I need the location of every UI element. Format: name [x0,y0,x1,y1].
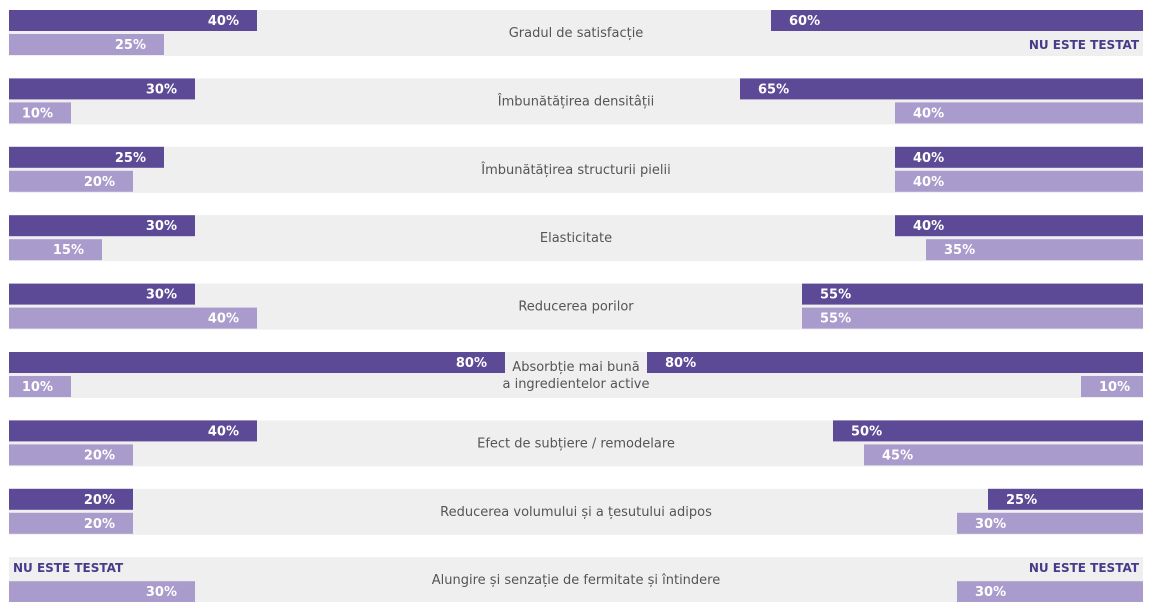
category-line: Îmbunătățirea structurii pielii [480,161,670,177]
value-label: 15% [53,243,84,258]
value-label: 10% [1099,380,1130,395]
value-label: 50% [851,424,882,439]
category-label: Elasticitate [540,231,612,246]
category-label: Îmbunătățirea densitâții [497,93,654,109]
value-label: 25% [115,151,146,166]
value-label: 40% [913,175,944,190]
bar [9,215,195,237]
category-label: Absorbție mai bună a ingredientelor activ… [502,360,649,392]
value-label: 65% [758,82,789,97]
value-label: 20% [84,517,115,532]
category-label: Alungire și senzație de fermitate și înt… [432,573,720,588]
category-line: a ingredientelor active [502,377,649,392]
bar [9,376,71,397]
category-label: Îmbunătățirea structurii pielii [480,161,670,177]
value-label: 40% [913,151,944,166]
value-label: 20% [84,493,115,508]
value-label: 30% [975,585,1006,600]
bar [9,146,164,168]
bar [740,78,1143,100]
bar [864,444,1143,466]
value-label: 55% [820,288,851,303]
value-label: 20% [84,448,115,463]
value-label: 30% [146,82,177,97]
value-label: 30% [146,288,177,303]
value-label: 20% [84,175,115,190]
value-label: 10% [22,106,53,121]
category-line: Elasticitate [540,231,612,246]
bar [9,420,257,442]
value-label: 30% [146,585,177,600]
value-label: 35% [944,243,975,258]
bar [9,34,164,55]
bar [9,283,195,305]
not-tested-label: NU ESTE TESTAT [13,561,124,575]
bar [957,581,1143,602]
row-background [9,557,1143,602]
bar [895,215,1143,237]
bar [9,78,195,100]
value-label: 40% [913,106,944,121]
value-label: 80% [456,356,487,371]
category-line: Alungire și senzație de fermitate și înt… [432,573,720,588]
bar [895,170,1143,192]
value-label: 45% [882,448,913,463]
value-label: 10% [22,380,53,395]
category-line: Gradul de satisfacție [509,26,644,41]
bar [9,10,257,31]
category-label: Reducerea porilor [518,299,634,314]
bar [9,512,133,534]
bar [1081,376,1143,397]
bar [9,488,133,510]
category-line: Îmbunătățirea densitâții [497,93,654,109]
bar [802,283,1143,305]
not-tested-label: NU ESTE TESTAT [1029,38,1140,52]
bar [833,420,1143,442]
value-label: 40% [208,424,239,439]
category-line: Reducerea volumului și a țesutului adipo… [440,504,712,519]
value-label: 40% [208,312,239,327]
category-line: Absorbție mai bună [512,360,639,375]
bar [647,352,1143,373]
value-label: 80% [665,356,696,371]
value-label: 55% [820,312,851,327]
not-tested-label: NU ESTE TESTAT [1029,561,1140,575]
value-label: 25% [115,38,146,53]
bar [895,102,1143,124]
bar [988,488,1143,510]
value-label: 30% [146,219,177,234]
bar [9,307,257,329]
category-label: Gradul de satisfacție [509,26,644,41]
bar [9,444,133,466]
category-label: Reducerea volumului și a țesutului adipo… [440,504,712,519]
value-label: 40% [208,14,239,29]
bar [957,512,1143,534]
bar [895,146,1143,168]
value-label: 40% [913,219,944,234]
category-line: Efect de subțiere / remodelare [477,436,675,451]
bar [9,352,505,373]
bar [771,10,1143,31]
category-line: Reducerea porilor [518,299,634,314]
bar [9,102,71,124]
value-label: 60% [789,14,820,29]
bar [9,170,133,192]
category-label: Efect de subțiere / remodelare [477,436,675,451]
bar [926,239,1143,261]
value-label: 25% [1006,493,1037,508]
bar [802,307,1143,329]
row-background [9,488,1143,535]
value-label: 30% [975,517,1006,532]
bar [9,239,102,261]
bar [9,581,195,602]
